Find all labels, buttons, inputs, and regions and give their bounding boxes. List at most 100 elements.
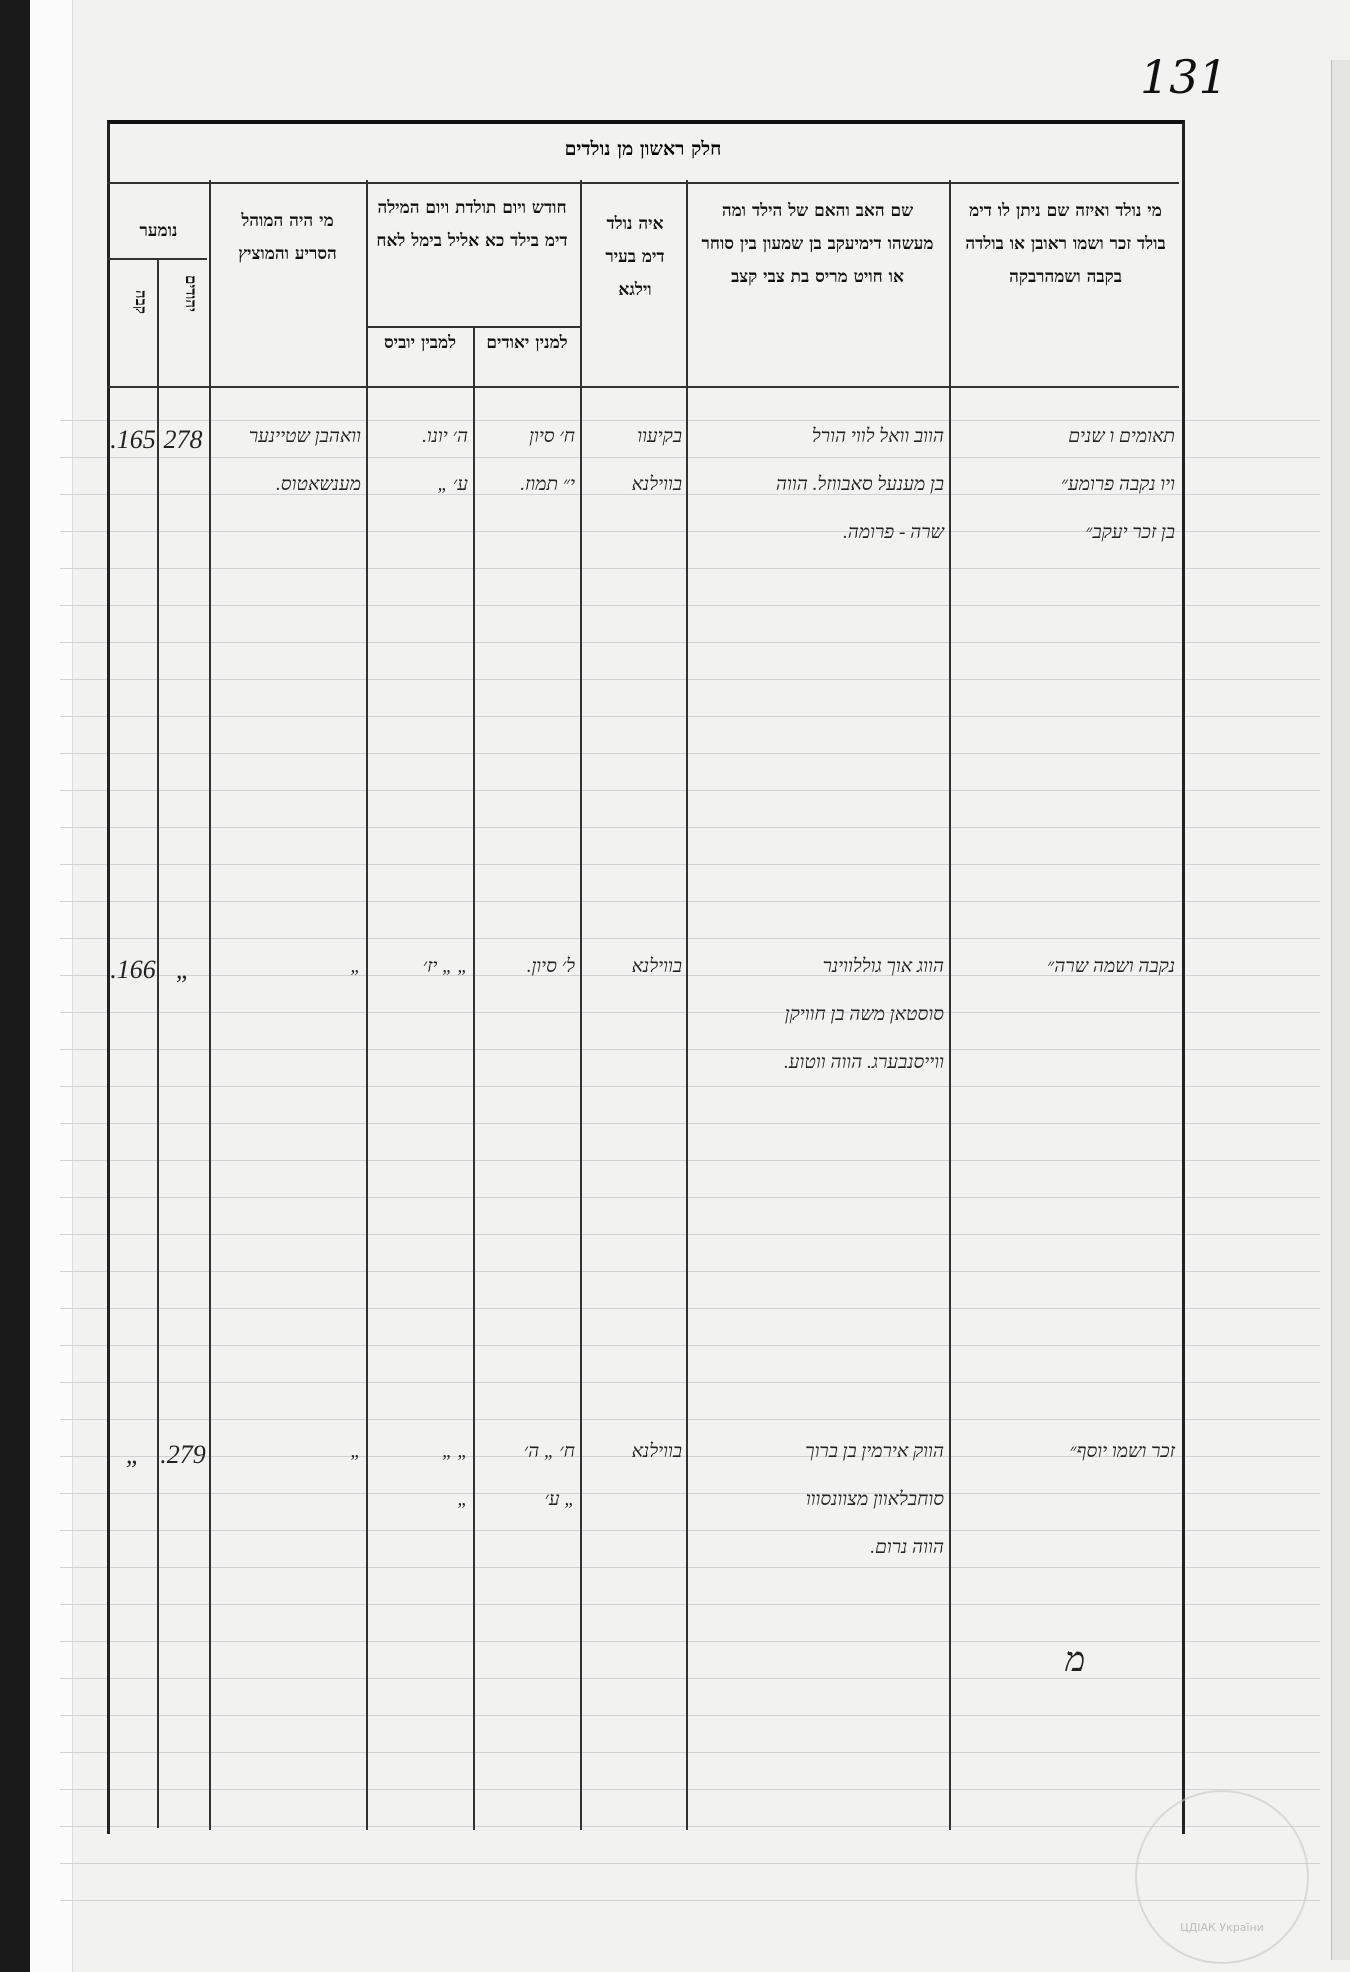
page-margin <box>30 0 73 1972</box>
entry-date-gentile-cell: „ „ יז׳ <box>370 955 468 1003</box>
entry-mohel-cell: „ <box>213 955 361 1003</box>
ruled-line <box>60 1160 1320 1161</box>
header-number-sub: קבה <box>132 290 150 314</box>
header-place: איה נולד דימ בעיר וילגא <box>605 214 665 300</box>
entry-mohel-cell: „ <box>213 1440 361 1488</box>
register-page <box>30 0 1350 1972</box>
ruled-line <box>60 753 1320 754</box>
entry-parents: הווק אירמין בן ברוך <box>805 1441 944 1462</box>
entry-place: בווילנא <box>631 956 682 977</box>
entry-child-cell: זכר ושמו יוסף״ <box>953 1440 1175 1488</box>
entry-no-b-cell: 279. <box>160 1440 206 1494</box>
ruled-line <box>60 1382 1320 1383</box>
ruled-line <box>60 975 1320 976</box>
entry-place: בקיעוו <box>637 426 682 447</box>
col-line <box>949 180 951 1830</box>
header-number: נומער <box>139 221 178 241</box>
entry-no-a: 165. <box>110 425 156 454</box>
entry-place: בווילנא <box>631 1441 682 1462</box>
ruled-line <box>60 901 1320 902</box>
entry-no-a-cell: 166. <box>110 955 156 1009</box>
page-number: 131 <box>1140 50 1228 104</box>
ruled-line <box>60 568 1320 569</box>
entry-parents: בן מענעל סאבווזל. הווה <box>775 474 944 495</box>
entry-child-cell: נקבה ושמה שרה״ <box>953 955 1175 1003</box>
col-line <box>580 180 582 1830</box>
header-mohel: מי היה המוהל הסריע והמוציץ <box>238 211 337 264</box>
entry-parents: שרה - פרומה. <box>842 522 944 543</box>
entry-date-jewish-cell: ח׳ סיון י״ תמוז. <box>477 425 575 521</box>
entry-mohel-cell: וואהבן שטיינער מענשאטוס. <box>213 425 361 521</box>
ruled-line <box>60 1678 1320 1679</box>
ruled-line <box>60 1567 1320 1568</box>
ruled-line <box>60 679 1320 680</box>
entry-no-b: 278 <box>163 425 203 454</box>
header-divider <box>107 386 1179 388</box>
archive-stamp: ЦДІАК України <box>1135 1790 1309 1964</box>
ruled-line <box>60 1049 1320 1050</box>
entry-date-jewish: ל׳ סיון. <box>526 956 575 977</box>
section-title: חלק ראשון מן נולדים <box>564 138 722 160</box>
entry-date-gentile: „ „ יז׳ <box>422 956 468 977</box>
ruled-line <box>60 1863 1320 1864</box>
entry-child: זכר ושמו יוסף״ <box>1069 1441 1175 1462</box>
entry-parents-cell: הווק אירמין בן ברוך סוחבלאוון מצוונסווו הו… <box>691 1440 944 1584</box>
ruled-line <box>60 1345 1320 1346</box>
entry-date-gentile: ה׳ יונו. <box>422 426 468 447</box>
ruled-line <box>60 1900 1320 1901</box>
entry-date-gentile-cell: ה׳ יונו. ע׳ „ <box>370 425 468 521</box>
entry-parents-cell: הווב וואל לווי הורל בן מענעל סאבווזל. הוו… <box>691 425 944 569</box>
header-dates: חודש ויום תולדת ויום המילה דימ בילד כא א… <box>376 198 568 251</box>
ruled-line <box>60 827 1320 828</box>
ruled-line <box>60 1271 1320 1272</box>
archive-stamp-text: ЦДІАК України <box>1180 1921 1264 1934</box>
entry-date-jewish-cell: ח׳ „ ה׳ „ ע׳ <box>477 1440 575 1536</box>
ruled-line <box>60 716 1320 717</box>
entry-place-cell: בווילנא <box>584 1440 682 1488</box>
ruled-line <box>60 605 1320 606</box>
header-parents: שם האב והאם של הילד ומה מעשהו דימיעקב בן… <box>701 201 934 287</box>
entry-place: בווילנא <box>631 474 682 495</box>
entry-child-cell: תאומים ו שנים ויו נקבה פרומע״ בן זכר יעקב״ <box>953 425 1175 569</box>
ruled-line <box>60 1789 1320 1790</box>
ruled-line <box>60 1641 1320 1642</box>
entry-no-a-cell: „ <box>110 1440 156 1494</box>
register-table-frame <box>107 120 1185 1834</box>
col-line <box>209 180 211 1830</box>
col-line <box>473 326 475 1830</box>
entry-date-jewish: „ ע׳ <box>544 1489 575 1510</box>
signature: מ <box>1065 1640 1086 1680</box>
entry-mohel: „ <box>350 956 361 977</box>
entry-parents: הווב וואל לווי הורל <box>811 426 944 447</box>
entry-mohel: מענשאטוס. <box>276 474 361 495</box>
entry-parents: סוחבלאוון מצוונסווו <box>805 1489 944 1510</box>
ruled-line <box>60 1012 1320 1013</box>
entry-date-jewish-cell: ל׳ סיון. <box>477 955 575 1003</box>
entry-mohel: „ <box>350 1441 361 1462</box>
entry-date-gentile: ע׳ „ <box>437 474 468 495</box>
entry-no-a-cell: 165. <box>110 425 156 479</box>
ruled-line <box>60 1234 1320 1235</box>
entry-parents: הווג אוך גוללווינר <box>822 956 944 977</box>
ruled-line <box>60 1604 1320 1605</box>
entry-child: נקבה ושמה שרה״ <box>1047 956 1175 977</box>
ruled-line <box>60 790 1320 791</box>
entry-date-jewish: י״ תמוז. <box>520 474 575 495</box>
ruled-line <box>60 1456 1320 1457</box>
entry-no-a: 166. <box>110 955 156 984</box>
page-edge <box>1331 60 1350 1960</box>
entry-no-b-cell: „ <box>160 955 206 1009</box>
entry-date-jewish: ח׳ „ ה׳ <box>523 1441 575 1462</box>
entry-date-jewish: ח׳ סיון <box>529 426 575 447</box>
title-divider <box>107 182 1179 184</box>
entry-child: תאומים ו שנים <box>1068 426 1175 447</box>
entry-parents: ווייסנבערג. הווה ווטוע. <box>784 1052 944 1073</box>
entry-mohel: וואהבן שטיינער <box>248 426 361 447</box>
ruled-line <box>60 938 1320 939</box>
ruled-line <box>60 1419 1320 1420</box>
header-dates-jewish: למנין יאודים <box>486 333 568 353</box>
entry-parents: הווה נרום. <box>870 1537 944 1558</box>
ruled-line <box>60 457 1320 458</box>
ruled-line <box>60 1752 1320 1753</box>
ruled-line <box>60 864 1320 865</box>
